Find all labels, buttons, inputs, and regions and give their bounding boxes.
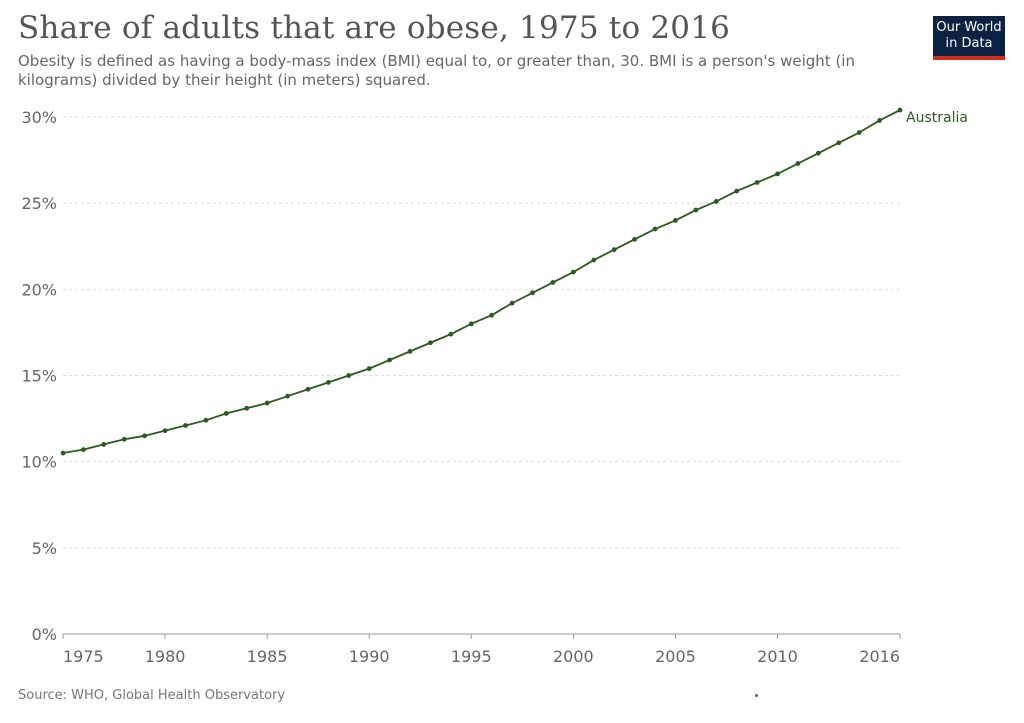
x-tick-label: 2005 — [655, 647, 696, 666]
data-point — [244, 405, 250, 411]
x-tick-label: 1980 — [145, 647, 186, 666]
data-point — [530, 290, 535, 296]
data-point — [611, 247, 617, 253]
data-point — [428, 340, 433, 346]
data-point — [448, 331, 454, 337]
data-point — [162, 428, 168, 434]
data-point — [489, 312, 495, 318]
y-tick-label: 10% — [21, 453, 57, 472]
data-point — [121, 436, 127, 442]
y-tick-label: 20% — [21, 280, 57, 299]
y-tick-label: 0% — [32, 625, 57, 644]
data-point — [652, 226, 658, 232]
source-note[interactable]: Source: WHO, Global Health Observatory — [18, 688, 286, 703]
data-point — [795, 161, 801, 166]
data-point — [856, 130, 862, 135]
logo-line-2: in Data — [945, 36, 993, 51]
y-tick-label: 15% — [21, 367, 57, 386]
data-point — [897, 107, 903, 113]
x-tick-label: 2010 — [757, 647, 798, 666]
data-point — [366, 366, 372, 372]
data-point — [60, 450, 66, 456]
x-tick-label: 1985 — [247, 647, 288, 666]
data-point — [754, 180, 760, 185]
data-point — [734, 188, 740, 194]
y-tick-label: 5% — [32, 539, 57, 558]
data-point — [815, 150, 821, 156]
data-point — [570, 269, 576, 275]
data-point — [836, 140, 842, 146]
data-point — [183, 423, 188, 428]
data-point — [509, 300, 515, 306]
data-point — [285, 393, 290, 399]
x-tick-label: 2016 — [859, 647, 900, 666]
data-point — [101, 442, 107, 447]
data-point — [325, 379, 331, 385]
data-point — [387, 357, 393, 363]
series-label[interactable]: Australia — [906, 110, 968, 126]
data-point — [693, 207, 699, 213]
data-point — [264, 400, 270, 406]
x-tick-label: 1975 — [63, 647, 104, 666]
owid-logo[interactable]: Our World in Data — [933, 16, 1005, 60]
data-point — [550, 280, 556, 285]
data-point — [203, 417, 209, 423]
footer-dot — [755, 694, 758, 697]
chart-title: Share of adults that are obese, 1975 to … — [18, 10, 731, 46]
series-layer: Australia — [60, 107, 968, 456]
gridlines — [63, 116, 900, 549]
data-point — [673, 218, 678, 223]
data-point — [142, 433, 148, 439]
x-tick-label: 2000 — [553, 647, 594, 666]
data-point — [81, 447, 86, 453]
data-point — [877, 118, 882, 123]
data-point — [468, 321, 474, 327]
chart-subtitle: Obesity is defined as having a body-mass… — [18, 52, 855, 89]
data-point — [632, 236, 638, 242]
logo-line-1: Our World — [936, 20, 1002, 35]
axes: 0% 5% 10% 15% 20% 25% 30% 1975 1980 1985 1990 1995 2… — [21, 108, 901, 666]
data-point — [346, 373, 352, 378]
data-point — [713, 199, 719, 204]
data-point — [223, 411, 229, 416]
y-tick-label: 30% — [21, 108, 57, 127]
y-tick-label: 25% — [21, 194, 57, 213]
data-point — [407, 348, 413, 354]
series-line-australia — [62, 109, 901, 454]
data-point — [305, 386, 311, 392]
x-tick-label: 1990 — [349, 647, 390, 666]
x-tick-label: 1995 — [451, 647, 492, 666]
data-point — [591, 257, 597, 263]
data-point — [775, 171, 780, 177]
